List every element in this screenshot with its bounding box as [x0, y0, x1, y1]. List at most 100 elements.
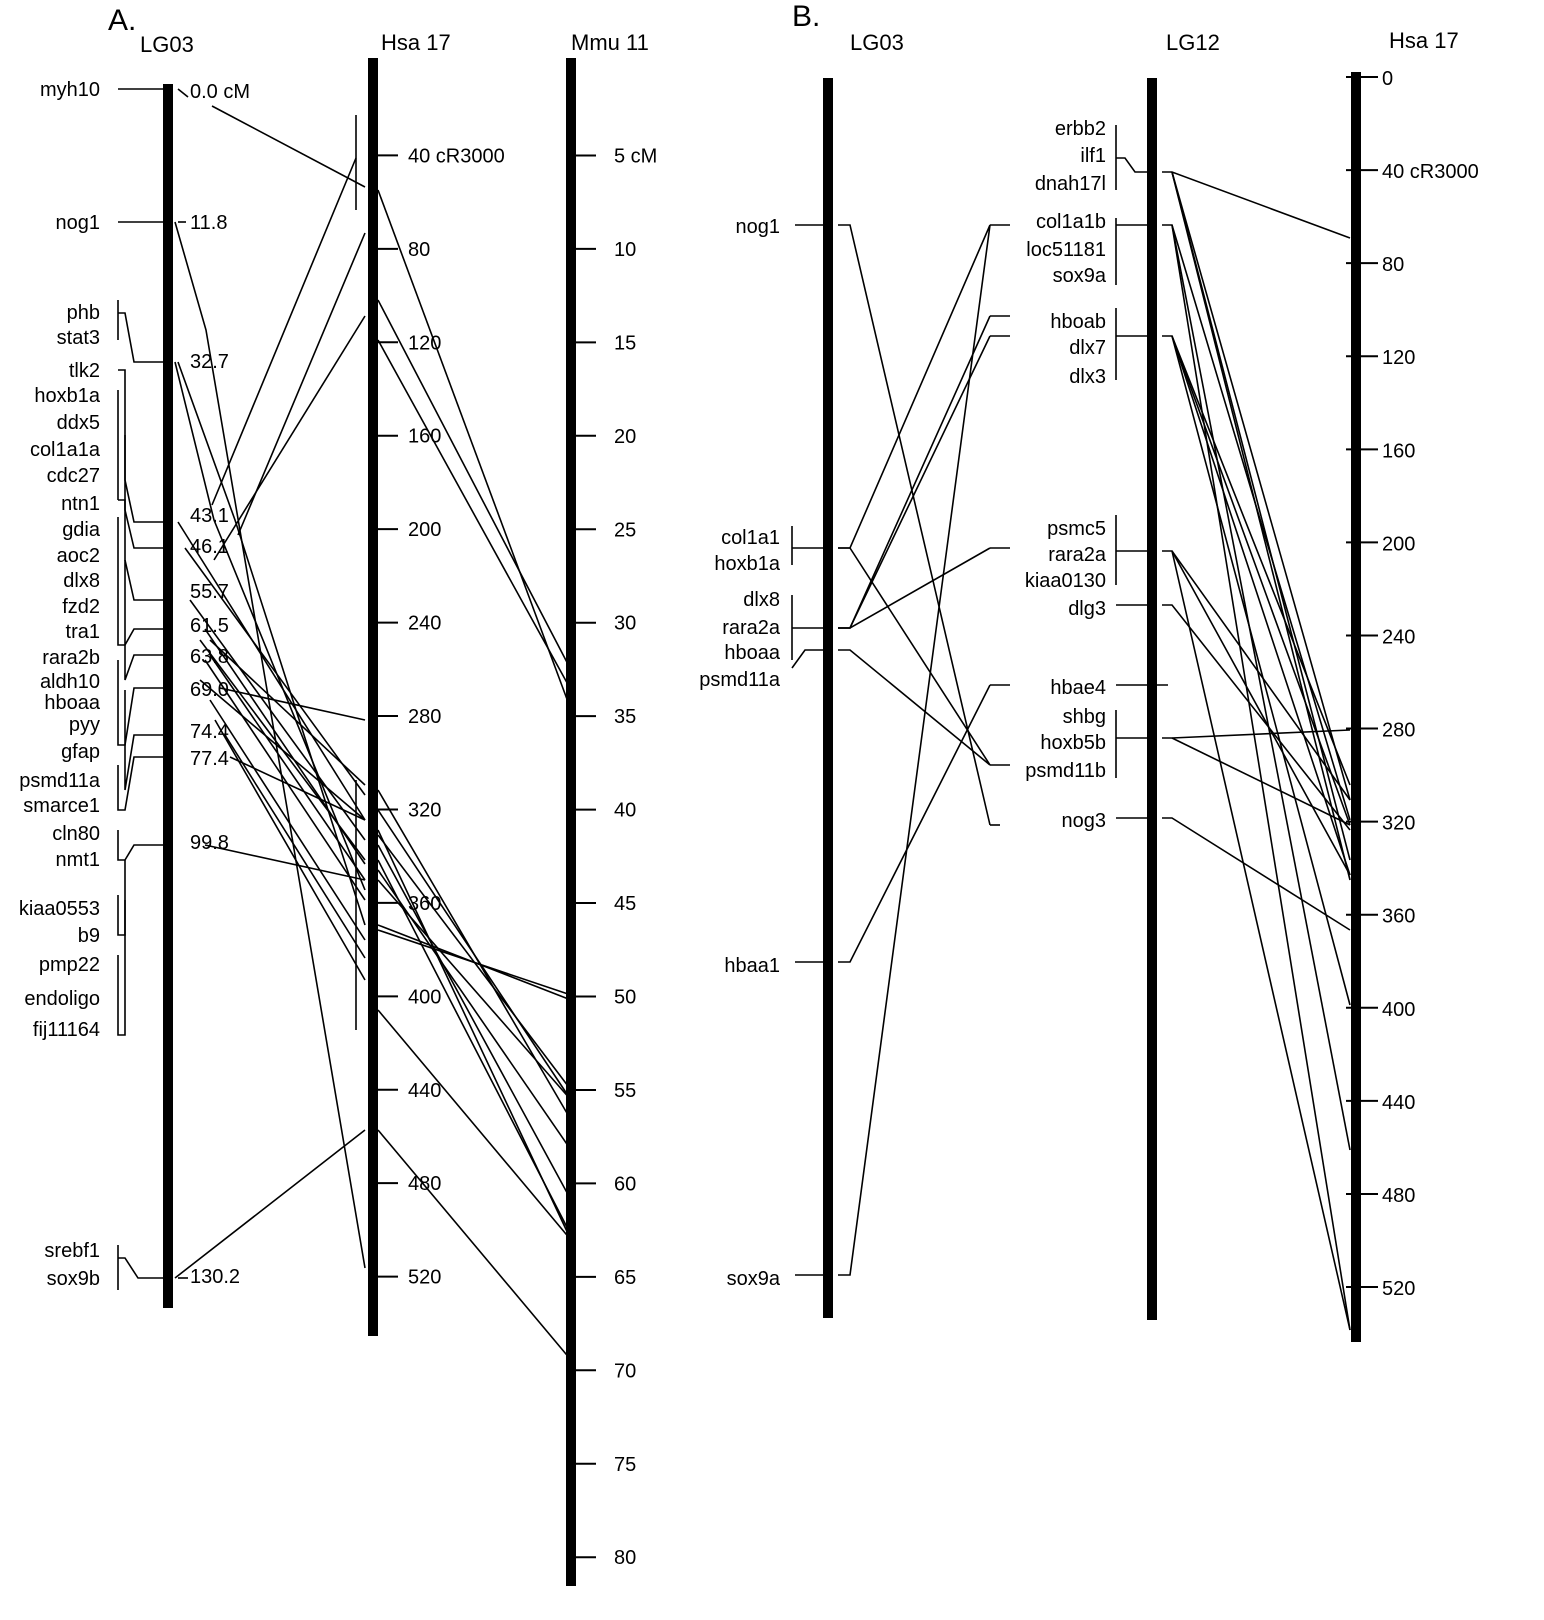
panel-a-mmu11-tick-label: 75: [614, 1454, 636, 1476]
panel-b-homology-link: [1171, 171, 1351, 801]
panel-a-homology-link: [377, 1009, 572, 1241]
panel-a-mmu11-tick-label: 40: [614, 800, 636, 822]
panel-b-homology-link: [838, 684, 991, 963]
panel-a-mmu11-tick-label: 60: [614, 1173, 636, 1195]
panel-b-leader: [791, 649, 828, 669]
panel-a-gene-label: endoligo: [24, 988, 100, 1010]
panel-b-homology-link: [1171, 335, 1351, 1006]
panel-a-hsa17-tick-label: 480: [408, 1173, 441, 1195]
panel-a-gene-label: gdia: [62, 519, 101, 541]
panel-b-hsa17-tick-label: 240: [1382, 626, 1415, 648]
panel-b-homology-link: [838, 547, 991, 766]
panel-a-mmu11-tick-label: 30: [614, 613, 636, 635]
panel-b-lg12-gene-label: sox9a: [1053, 265, 1107, 287]
panel-b-lg03-gene-label: col1a1: [721, 527, 780, 549]
panel-b-lg12-title: LG12: [1166, 30, 1220, 55]
panel-a-homology-link: [219, 687, 366, 721]
scale-ticks: [378, 76, 1378, 1559]
panel-a-map-position: 63.8: [190, 646, 229, 668]
panel-a-mmu11-tick-label: 50: [614, 987, 636, 1009]
panel-b-hsa17-title: Hsa 17: [1389, 28, 1459, 53]
gene-leader-lines: [117, 88, 1168, 1290]
panel-b-lg03-gene-label: dlx8: [743, 589, 780, 611]
panel-a-gene-label: ntn1: [61, 493, 100, 515]
panel-b-hsa17-tick-label: 280: [1382, 720, 1415, 742]
panel-a-homology-link: [177, 521, 366, 821]
panel-a-hsa17-tick-label: 240: [408, 613, 441, 635]
panel-b-lg12-gene-label: dnah17l: [1035, 173, 1106, 195]
panel-a-hsa17-tick-label: 400: [408, 986, 441, 1008]
panel-a-mmu11-tick-label: 55: [614, 1080, 636, 1102]
panel-a-mmu11-tick-label: 20: [614, 426, 636, 448]
panel-b-lg12-gene-label: hboab: [1050, 311, 1106, 333]
panel-a-homology-link: [174, 1129, 366, 1279]
panel-a-homology-link: [184, 547, 366, 796]
panel-a-homology-link: [377, 859, 572, 1236]
panel-b-lg03-title: LG03: [850, 30, 904, 55]
panel-a-pos-leader: [177, 88, 189, 98]
panel-a-homology-link: [377, 879, 572, 1101]
panel-b-hsa17-tick-label: 120: [1382, 347, 1415, 369]
panel-b-homology-link: [1171, 335, 1351, 826]
panel-b-lg12-gene-label: nog3: [1062, 810, 1107, 832]
panel-b-hsa17-tick-label: 200: [1382, 533, 1415, 555]
panel-a-hsa17-tick-label: 320: [408, 799, 441, 821]
panel-a-leader: [118, 312, 168, 363]
panel-a-mmu11-chromosome: [566, 58, 576, 1586]
panel-a-gene-label: fij11164: [33, 1019, 100, 1041]
panel-a-hsa17-tick-label: 360: [408, 893, 441, 915]
panel-a-map-position: 77.4: [190, 748, 229, 770]
panel-a-mmu11-tick-label: 45: [614, 893, 636, 915]
panel-a-gene-label: sox9b: [47, 1268, 100, 1290]
panel-a-mmu11-tick-label: 80: [614, 1547, 636, 1569]
panel-b-homology-link: [838, 224, 991, 1276]
panel-a-gene-label: cln80: [52, 823, 100, 845]
panel-a-gene-label: gfap: [61, 741, 100, 763]
panel-a-homology-link: [211, 157, 357, 506]
panel-a-homology-link: [204, 844, 366, 881]
panel-a-hsa17-chromosome: [368, 58, 378, 1336]
panel-a-mmu11-title: Mmu 11: [571, 30, 649, 55]
panel-a-hsa17-tick-label: 80: [408, 239, 430, 261]
panel-a-gene-label: aldh10: [40, 671, 100, 693]
panel-b-lg12-gene-label: dlx3: [1069, 366, 1106, 388]
panel-a-homology-link: [377, 339, 572, 691]
panel-b-homology-link: [1171, 550, 1351, 876]
panel-a-homology-link: [199, 679, 366, 821]
panel-b-hsa17-tick-label: 440: [1382, 1092, 1415, 1114]
panel-a-lg03-title: LG03: [140, 32, 194, 57]
panel-a-gene-label: myh10: [40, 79, 100, 101]
panel-b-homology-link: [838, 335, 991, 629]
panel-b-homology-link: [838, 649, 991, 766]
panel-a-hsa17-tick-label: 520: [408, 1267, 441, 1289]
panel-a-hsa17-tick-label: 120: [408, 332, 441, 354]
panel-b-hsa17-tick-label: 400: [1382, 999, 1415, 1021]
panel-b-lg03-gene-label: psmd11a: [699, 669, 781, 691]
panel-b-lg12-gene-label: psmc5: [1047, 518, 1106, 540]
panel-a-homology-link: [204, 659, 366, 901]
panel-b-lg12-gene-label: ilf1: [1080, 145, 1106, 167]
panel-b-lg03-gene-label: sox9a: [727, 1268, 781, 1290]
panel-a-hsa17-tick-label: 160: [408, 426, 441, 448]
panel-a-leader: [117, 860, 126, 936]
panel-a-gene-label: pyy: [69, 714, 100, 736]
panel-a-homology-link: [209, 639, 366, 786]
panel-a-map-position: 61.5: [190, 615, 229, 637]
panel-b-homology-link: [1171, 224, 1351, 1331]
panel-b-lg03-gene-label: hoxb1a: [714, 553, 780, 575]
panel-a-gene-label: fzd2: [62, 596, 100, 618]
panel-a-homology-link: [229, 756, 366, 821]
panel-b-lg12-gene-label: hoxb5b: [1040, 732, 1106, 754]
panel-a-hsa17-tick-label: 280: [408, 706, 441, 728]
panel-b-hsa17-tick-label: 0: [1382, 68, 1393, 90]
panel-a-leader: [118, 1257, 168, 1279]
panel-b-homology-link: [838, 547, 991, 629]
panel-a-leader: [117, 900, 126, 1036]
panel-a-hsa17-tick-label: 200: [408, 519, 441, 541]
panel-b-lg12-gene-label: kiaa0130: [1025, 570, 1106, 592]
panel-b-lg12-gene-label: dlg3: [1068, 598, 1106, 620]
panel-b-hsa17-tick-label: 40 cR3000: [1382, 161, 1479, 183]
panel-a-homology-link: [213, 315, 366, 561]
panel-a-homology-link: [377, 834, 572, 1091]
panel-b-lg12-chromosome: [1147, 78, 1157, 1320]
